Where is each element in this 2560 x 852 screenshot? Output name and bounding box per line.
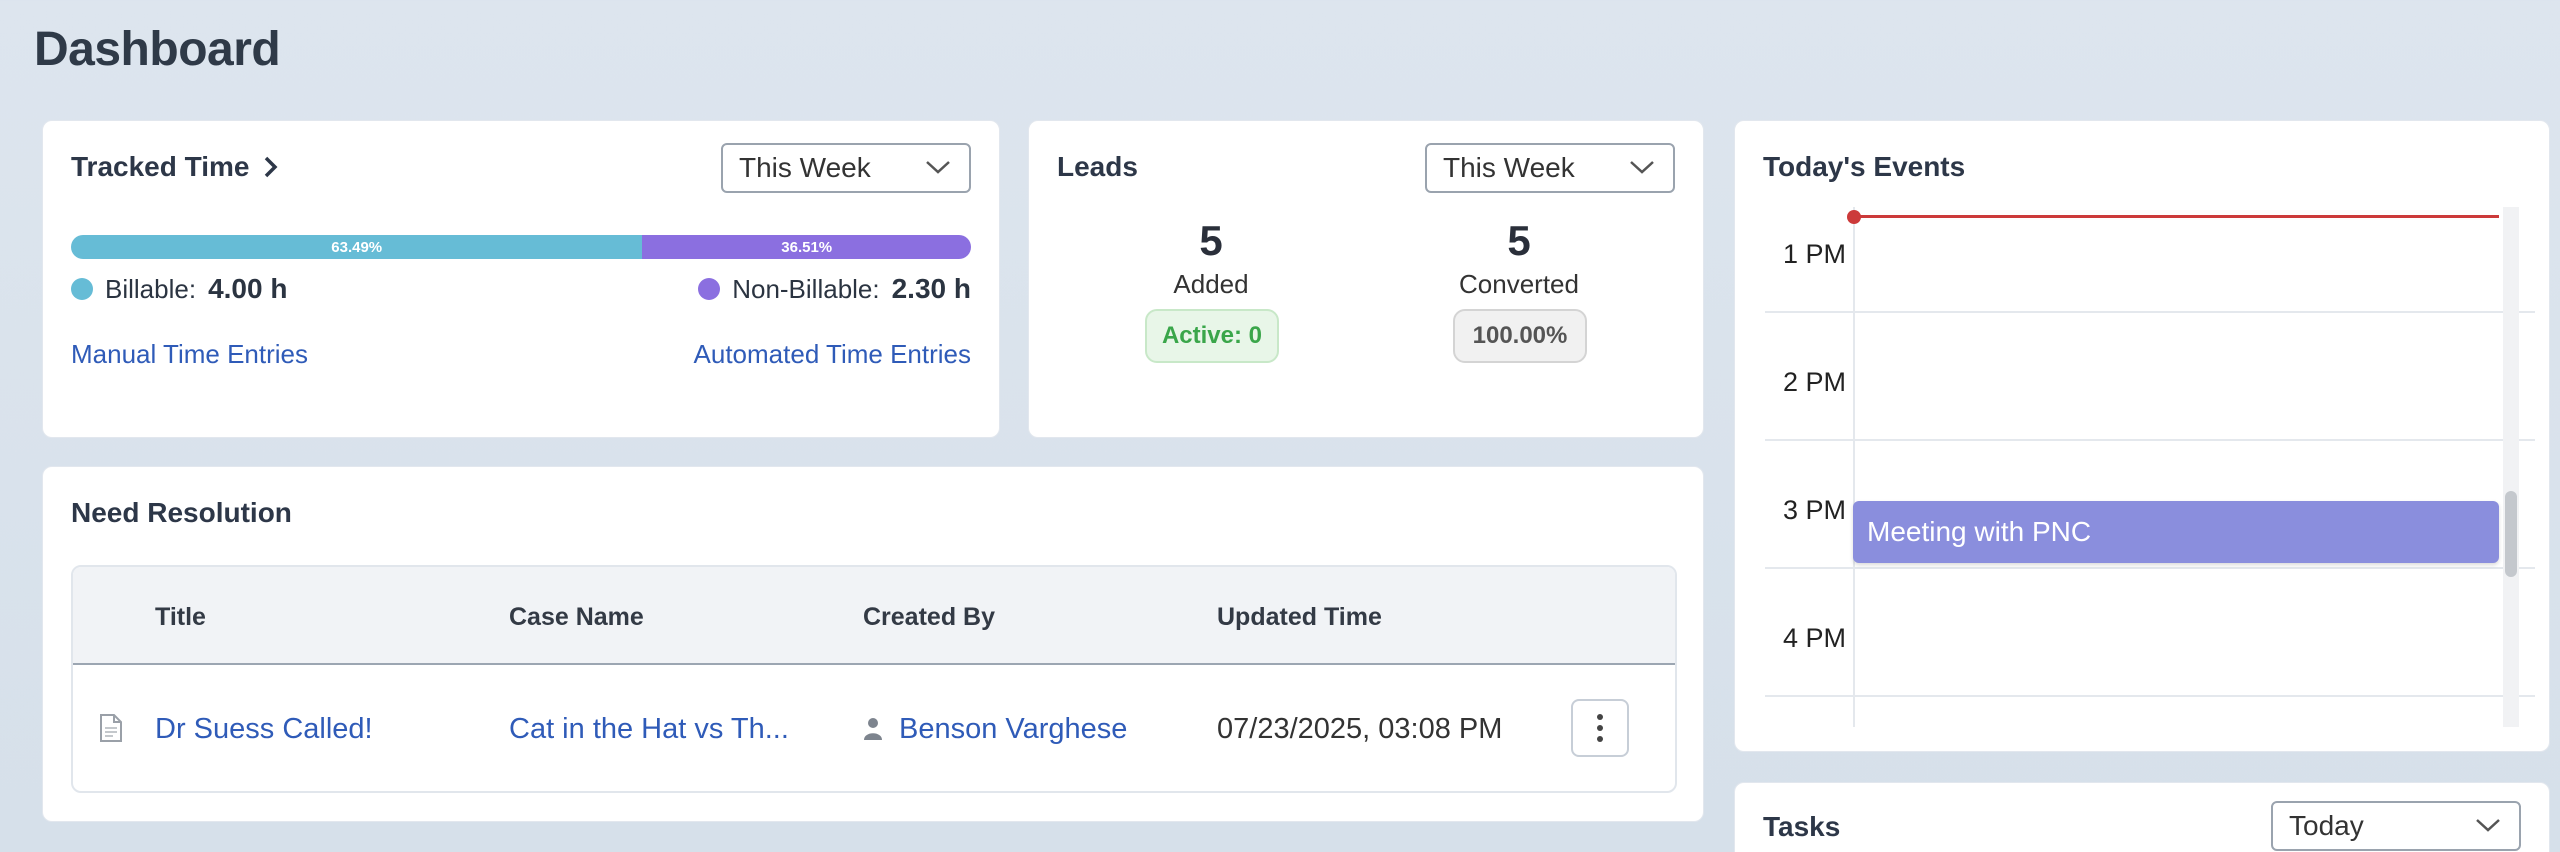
manual-time-entries-link[interactable]: Manual Time Entries <box>71 339 308 369</box>
todays-events-card: Today's Events 1 PM 2 PM 3 PM 4 PM Meeti… <box>1734 120 2550 752</box>
chevron-right-icon <box>265 156 278 178</box>
hour-gridline <box>1765 311 2535 313</box>
leads-added-label: Added <box>1173 269 1249 299</box>
tracked-time-bar: 63.49% 36.51% <box>71 235 971 259</box>
column-header-case-name[interactable]: Case Name <box>509 603 644 631</box>
scrollbar-thumb[interactable] <box>2505 491 2517 577</box>
non-billable-bar-segment: 36.51% <box>642 235 971 259</box>
leads-title: Leads <box>1057 151 1138 182</box>
need-resolution-table: Title Case Name Created By Updated Time … <box>71 565 1677 793</box>
leads-converted-stat: 5 Converted <box>1419 217 1619 300</box>
page-title: Dashboard <box>34 23 281 76</box>
chevron-down-icon <box>2476 819 2500 832</box>
column-header-updated-time[interactable]: Updated Time <box>1217 603 1382 631</box>
person-icon <box>864 718 882 740</box>
tracked-time-card: Tracked Time This Week 63.49% 36.51% Bil… <box>42 120 1000 438</box>
converted-percent-badge: 100.00% <box>1453 309 1587 363</box>
table-header: Title Case Name Created By Updated Time <box>73 567 1675 665</box>
chevron-down-icon <box>926 161 950 174</box>
non-billable-legend: Non-Billable: 2.30 h <box>698 273 971 305</box>
kebab-menu-icon <box>1597 714 1603 742</box>
column-header-created-by[interactable]: Created By <box>863 603 995 631</box>
row-created-by-link[interactable]: Benson Varghese <box>899 713 1128 745</box>
events-calendar[interactable]: 1 PM 2 PM 3 PM 4 PM Meeting with PNC <box>1735 207 2549 727</box>
row-case-name-link[interactable]: Cat in the Hat vs Th... <box>509 713 789 745</box>
tasks-range-select[interactable]: Today <box>2271 801 2521 851</box>
leads-card: Leads This Week 5 Added Active: 0 5 Conv… <box>1028 120 1704 438</box>
row-title-link[interactable]: Dr Suess Called! <box>155 713 373 745</box>
need-resolution-card: Need Resolution Title Case Name Created … <box>42 466 1704 822</box>
billable-bar-segment: 63.49% <box>71 235 643 259</box>
tasks-title: Tasks <box>1763 811 1841 842</box>
active-leads-badge: Active: 0 <box>1145 309 1279 363</box>
hour-label-1pm: 1 PM <box>1783 239 1847 269</box>
row-updated-time: 07/23/2025, 03:08 PM <box>1217 713 1503 745</box>
event-block[interactable]: Meeting with PNC <box>1853 501 2499 563</box>
leads-added-count: 5 <box>1199 217 1223 264</box>
tasks-card: Tasks Today <box>1734 782 2550 852</box>
chevron-down-icon <box>1630 161 1654 174</box>
hour-label-3pm: 3 PM <box>1783 495 1847 525</box>
time-axis-divider <box>1853 207 1855 727</box>
leads-converted-label: Converted <box>1459 269 1579 299</box>
column-header-title[interactable]: Title <box>155 603 206 631</box>
scrollbar-track[interactable] <box>2503 207 2519 727</box>
leads-added-stat: 5 Added <box>1111 217 1311 300</box>
current-time-dot <box>1847 210 1861 224</box>
hour-gridline <box>1765 439 2535 441</box>
hour-gridline <box>1765 695 2535 697</box>
leads-range-select[interactable]: This Week <box>1425 143 1675 193</box>
hour-label-2pm: 2 PM <box>1783 367 1847 397</box>
automated-time-entries-link[interactable]: Automated Time Entries <box>693 339 971 369</box>
hour-gridline <box>1765 567 2535 569</box>
document-icon <box>100 714 122 742</box>
billable-dot-icon <box>71 278 93 300</box>
tracked-time-title[interactable]: Tracked Time <box>71 151 279 183</box>
non-billable-dot-icon <box>698 278 721 300</box>
current-time-indicator <box>1853 215 2499 218</box>
leads-converted-count: 5 <box>1507 217 1531 264</box>
need-resolution-title: Need Resolution <box>71 497 292 528</box>
hour-label-4pm: 4 PM <box>1783 623 1847 653</box>
billable-legend: Billable: 4.00 h <box>71 273 287 305</box>
todays-events-title: Today's Events <box>1763 151 1966 182</box>
row-actions-button[interactable] <box>1571 699 1629 757</box>
tracked-time-range-select[interactable]: This Week <box>721 143 971 193</box>
